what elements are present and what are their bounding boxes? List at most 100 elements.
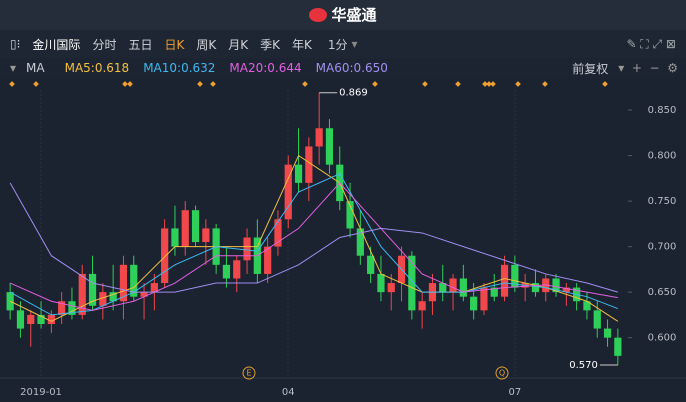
candle-body <box>603 328 612 338</box>
annotation-label: 0.570 <box>569 360 598 371</box>
candle-body <box>37 314 45 325</box>
candle-body <box>202 228 210 243</box>
candle-body <box>367 255 375 274</box>
event-diamond <box>122 81 128 87</box>
ma-line <box>9 154 619 322</box>
event-diamond <box>422 81 428 87</box>
y-tick-label: 0.750 <box>648 196 677 207</box>
legend-entry[interactable]: MA60:0.650 <box>315 61 388 75</box>
event-diamond <box>372 81 378 87</box>
event-diamond <box>302 81 308 87</box>
candle-body <box>181 210 189 247</box>
x-tick-label: 2019-01 <box>20 387 62 398</box>
candle-body <box>583 301 591 311</box>
candle-body <box>109 292 117 302</box>
tab[interactable]: 月K <box>228 37 249 52</box>
x-tick-label: 07 <box>508 387 521 398</box>
y-tick-label: 0.700 <box>648 242 677 253</box>
candle-body <box>531 283 540 293</box>
annotation-label: 0.869 <box>339 88 368 99</box>
event-diamond <box>515 81 521 87</box>
candle-body <box>439 283 447 293</box>
event-label[interactable]: E <box>246 369 251 378</box>
candle-body <box>27 314 35 325</box>
candle-body <box>511 264 519 288</box>
legend-entry[interactable]: MA20:0.644 <box>229 61 302 75</box>
candle-body <box>305 146 313 183</box>
candle-body <box>171 228 179 247</box>
candle-body <box>470 296 478 311</box>
candle-body <box>191 210 200 243</box>
adjust-icons[interactable]: ▾ + − ⚙ <box>618 61 678 75</box>
collapse-icon[interactable]: ▯⁝ <box>10 37 21 51</box>
legend-entry[interactable]: MA5:0.618 <box>64 61 130 75</box>
tab[interactable]: 五日 <box>128 37 153 52</box>
tab[interactable]: 季K <box>260 37 280 52</box>
event-marker[interactable] <box>495 366 509 380</box>
candle-body <box>58 301 66 315</box>
candle-body <box>593 310 601 329</box>
candle-body <box>356 228 364 256</box>
stock-name[interactable]: 金川国际 <box>32 37 81 52</box>
candle-body <box>16 310 25 329</box>
legend-entry[interactable]: MA10:0.632 <box>143 61 216 75</box>
tool-icons[interactable]: ✎ ⛶ ⤢ ⊠ <box>626 36 676 51</box>
indicator[interactable]: MA <box>26 61 45 75</box>
event-diamond <box>33 81 39 87</box>
candle-body <box>284 164 292 220</box>
tab[interactable]: 日K <box>164 37 185 52</box>
event-diamond <box>210 81 216 87</box>
caret[interactable]: ▾ <box>10 61 17 75</box>
y-tick-label: 0.650 <box>648 287 677 298</box>
candle-body <box>377 273 385 293</box>
candle-body <box>47 314 55 325</box>
interval-caret[interactable]: ▾ <box>351 37 358 51</box>
y-tick-label: 0.600 <box>648 333 677 344</box>
candle-body <box>294 164 303 183</box>
tab[interactable]: 周K <box>196 37 217 52</box>
event-diamond <box>9 81 15 87</box>
ma-line <box>9 182 618 311</box>
adjust[interactable]: 前复权 <box>572 61 609 76</box>
candle-body <box>614 337 622 356</box>
candle-body <box>99 292 107 306</box>
candle-body <box>119 264 128 302</box>
candle-body <box>387 283 395 293</box>
ma-line <box>9 173 619 316</box>
event-diamond <box>482 81 488 87</box>
tab[interactable]: 分时 <box>92 37 117 52</box>
y-tick-label: 0.850 <box>648 105 677 116</box>
indicator-bar: ▾ MA MA5:0.618 MA10:0.632 MA20:0.644 MA60:0… <box>0 58 686 78</box>
brand: 华盛通 <box>331 6 377 24</box>
candle-body <box>346 201 354 229</box>
candle-body <box>264 246 272 274</box>
candle-body <box>459 278 467 297</box>
candle-body <box>408 255 416 311</box>
candle-body <box>500 264 509 297</box>
candle-body <box>325 128 334 165</box>
candle-body <box>78 273 86 315</box>
candle-body <box>490 287 498 297</box>
candle-body <box>233 260 241 279</box>
candle-body <box>449 278 457 293</box>
candle-body <box>418 301 426 311</box>
header: 华盛通 <box>0 0 686 30</box>
candle-body <box>222 264 231 279</box>
event-diamond <box>542 81 548 87</box>
candle-body <box>243 237 251 261</box>
interval[interactable]: 1分 <box>327 37 348 52</box>
logo <box>309 8 328 22</box>
candle-body <box>150 283 158 293</box>
candle-body <box>140 292 148 297</box>
candle-body <box>130 264 138 297</box>
candle-body <box>88 273 97 306</box>
event-diamond <box>602 81 608 87</box>
tab[interactable]: 年K <box>291 37 312 52</box>
event-label[interactable]: Q <box>499 369 505 378</box>
y-tick-label: 0.800 <box>648 151 677 162</box>
event-marker[interactable] <box>242 366 256 380</box>
candle-body <box>274 219 282 247</box>
toolbar: ▯⁝ 金川国际 分时 五日 日K 周K 月K 季K 年K 1分 ▾ ✎ ⛶ ⤢ ⊠ <box>0 30 686 59</box>
